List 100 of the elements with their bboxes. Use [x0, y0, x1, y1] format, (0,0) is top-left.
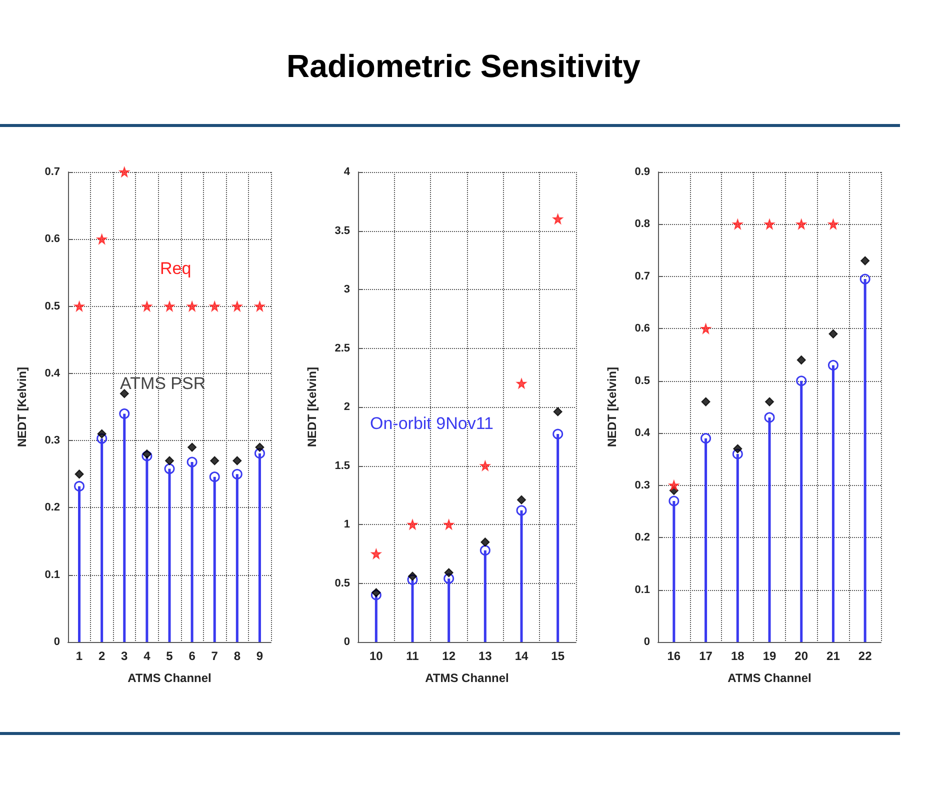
point: [553, 407, 562, 416]
x-tick-label: 4: [144, 649, 151, 663]
y-tick-label: 0.2: [44, 502, 60, 514]
y-tick-label: 0: [344, 636, 350, 648]
point: [165, 456, 174, 466]
point: [188, 442, 197, 452]
point: [860, 256, 870, 266]
point: [796, 356, 806, 364]
point: [552, 428, 564, 440]
point: [186, 456, 198, 468]
y-tick-label: 1.5: [334, 460, 350, 472]
x-tick-label: 2: [98, 649, 106, 663]
point: [164, 301, 174, 312]
point: [142, 450, 152, 462]
y-tick-label: 0.8: [634, 218, 650, 230]
point: [765, 397, 774, 406]
point: [142, 301, 152, 312]
y-tick-label: 0.1: [44, 568, 60, 581]
y-tick-label: 0.1: [634, 584, 650, 596]
point: [232, 468, 242, 480]
y-tick-label: 0.3: [44, 434, 60, 447]
x-axis-title: ATMS Channel: [425, 671, 509, 685]
point: [164, 464, 175, 474]
y-tick-label: 0.2: [634, 532, 650, 544]
x-axis-title: ATMS Channel: [128, 671, 212, 685]
x-tick-label: 20: [794, 649, 808, 663]
point: [828, 329, 838, 338]
x-tick-label: 19: [762, 649, 776, 663]
y-tick-label: 2.5: [334, 342, 350, 354]
x-axis-title: ATMS Channel: [728, 671, 812, 685]
point: [254, 301, 265, 312]
y-tick-label: 0.6: [634, 322, 650, 335]
x-tick-label: 11: [406, 649, 420, 663]
point: [552, 214, 563, 224]
point: [232, 301, 242, 312]
x-tick-label: 5: [166, 649, 174, 663]
point: [517, 495, 526, 504]
point: [96, 234, 107, 244]
x-tick-label: 8: [234, 649, 241, 663]
y-tick-label: 0.5: [334, 577, 350, 590]
point: [516, 378, 526, 388]
chart-title: Radiometric Sensitivity: [286, 48, 642, 85]
y-tick-label: 0.6: [44, 233, 60, 246]
x-tick-label: 1: [76, 649, 83, 663]
x-tick-label: 16: [667, 649, 681, 663]
point: [732, 219, 743, 230]
y-tick-label: 0.4: [634, 427, 651, 440]
point: [444, 520, 454, 530]
x-tick-label: 21: [826, 649, 840, 663]
point: [732, 448, 743, 460]
point: [209, 472, 220, 482]
point: [796, 376, 807, 386]
point: [516, 505, 527, 516]
point: [74, 470, 84, 479]
point: [96, 433, 108, 444]
y-tick-label: 0: [54, 636, 60, 648]
point: [74, 301, 84, 312]
point: [796, 219, 806, 230]
x-tick-label: 13: [478, 649, 492, 663]
point: [120, 389, 129, 398]
point: [407, 574, 418, 585]
point: [370, 590, 382, 600]
point: [700, 433, 712, 444]
point: [764, 219, 774, 230]
point: [828, 360, 838, 370]
y-tick-label: 4: [344, 166, 351, 178]
point: [480, 538, 490, 547]
point: [668, 496, 680, 506]
point: [408, 520, 418, 530]
y-tick-label: 0.5: [44, 300, 60, 312]
point: [187, 301, 198, 312]
x-tick-label: 17: [699, 649, 713, 663]
y-axis-title: NEDT [Kelvin]: [305, 366, 319, 448]
point: [860, 274, 870, 284]
point: [74, 480, 85, 492]
y-tick-label: 3.5: [334, 224, 350, 237]
y-tick-label: 3: [344, 284, 350, 296]
x-tick-label: 12: [442, 649, 456, 663]
x-tick-label: 15: [551, 649, 565, 663]
y-tick-label: 0.9: [634, 166, 650, 178]
point: [142, 450, 152, 458]
point: [371, 548, 382, 559]
point: [119, 408, 130, 419]
point: [480, 460, 490, 471]
point: [408, 572, 417, 581]
point: [97, 429, 106, 438]
x-tick-label: 14: [514, 649, 528, 663]
y-tick-label: 0.4: [44, 367, 61, 380]
y-axis-title: NEDT [Kelvin]: [605, 366, 619, 448]
point: [119, 167, 130, 177]
series-label: Req: [160, 259, 192, 278]
point: [764, 412, 775, 423]
point: [232, 456, 242, 466]
y-tick-label: 0.7: [634, 270, 650, 282]
y-axis-title: NEDT [Kelvin]: [15, 366, 29, 448]
point: [828, 219, 838, 230]
point: [700, 324, 711, 334]
point: [668, 480, 679, 490]
point: [210, 456, 220, 466]
x-tick-label: 18: [730, 649, 745, 663]
